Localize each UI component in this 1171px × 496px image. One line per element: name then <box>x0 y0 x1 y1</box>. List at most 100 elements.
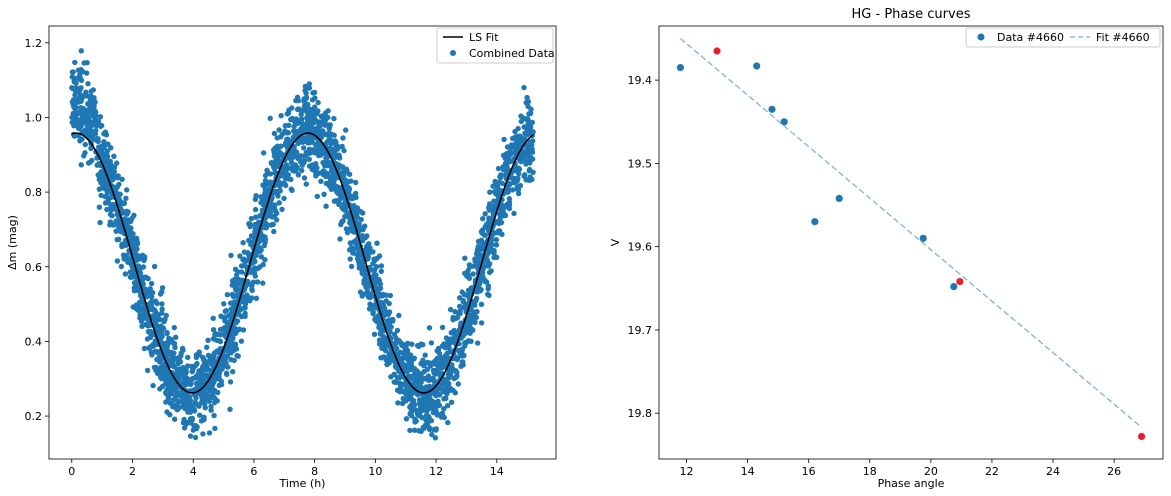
data-point <box>253 193 259 199</box>
data-point <box>110 222 117 228</box>
right-legend: Data #4660 Fit #4660 <box>965 27 1161 48</box>
data-point <box>159 369 165 375</box>
data-point <box>252 273 258 279</box>
data-point <box>362 291 368 297</box>
data-point <box>93 137 100 143</box>
data-point <box>78 48 85 54</box>
data-point <box>84 70 90 76</box>
data-point <box>527 174 533 180</box>
data-point <box>434 348 440 354</box>
legend-combined-data-label: Combined Data <box>469 47 555 60</box>
data-point <box>377 293 383 299</box>
data-point <box>261 195 268 201</box>
data-point <box>459 359 465 365</box>
data-point <box>148 349 154 355</box>
data-point <box>114 237 120 243</box>
data-point <box>327 122 333 128</box>
data-point <box>166 390 172 396</box>
data-point <box>493 237 500 243</box>
data-point <box>271 130 278 137</box>
data-point <box>167 381 174 387</box>
data-point <box>469 327 475 333</box>
data-point <box>368 291 374 298</box>
data-point <box>242 310 248 316</box>
data-point <box>330 168 337 174</box>
data-point <box>264 190 270 196</box>
data-point <box>194 424 200 430</box>
data-point <box>217 326 224 333</box>
data-point <box>252 265 258 271</box>
data-point <box>85 101 91 107</box>
data-point <box>386 300 392 307</box>
data-point <box>399 400 406 407</box>
data-point <box>188 420 194 426</box>
data-point <box>193 395 199 401</box>
data-point <box>495 230 501 236</box>
data-point <box>919 234 927 242</box>
data-point <box>89 137 95 143</box>
data-point <box>329 131 335 138</box>
data-point <box>187 408 193 414</box>
data-point <box>159 310 165 316</box>
data-point <box>408 359 414 366</box>
data-point <box>302 97 308 103</box>
data-point <box>343 127 349 133</box>
data-point <box>282 175 289 181</box>
right-plot-frame <box>658 25 1164 460</box>
data-point <box>196 370 203 377</box>
data-point <box>198 392 204 398</box>
data-point <box>291 123 297 130</box>
data-point <box>356 221 362 227</box>
data-point <box>441 341 447 347</box>
data-point <box>185 402 192 408</box>
data-point <box>364 233 370 239</box>
fit-4660-line <box>679 37 1143 428</box>
data-point <box>312 116 318 123</box>
data-point <box>176 390 182 397</box>
data-point <box>480 246 486 252</box>
data-point <box>78 120 85 126</box>
data-point <box>500 164 506 170</box>
data-point <box>498 174 504 181</box>
data-point <box>267 115 273 122</box>
data-point <box>288 186 294 192</box>
left-x-axis-label: Time (h) <box>279 477 326 490</box>
data-point <box>148 344 154 350</box>
data-point <box>227 379 234 385</box>
x-tick-label: 26 <box>1107 465 1121 478</box>
data-point <box>96 204 103 210</box>
data-point <box>402 345 408 351</box>
data-point <box>163 312 169 319</box>
data-point <box>394 327 401 334</box>
data-point <box>413 407 419 413</box>
data-point <box>328 184 334 190</box>
light-curve-chart: 0 2 4 6 8 10 12 14 0.20.40.60.81.01.2 Time (h) … <box>6 25 557 490</box>
data-point <box>107 211 114 217</box>
data-point <box>438 414 445 420</box>
data-point <box>363 244 370 251</box>
data-point <box>74 121 80 127</box>
data-point <box>70 69 76 75</box>
data-point <box>499 213 505 219</box>
data-point <box>422 352 428 358</box>
data-point <box>347 247 353 253</box>
data-point <box>441 406 447 412</box>
data-point <box>496 218 503 224</box>
data-point <box>313 173 319 179</box>
data-point <box>111 202 117 208</box>
data-point <box>222 325 228 331</box>
data-point <box>332 146 338 152</box>
data-point <box>483 222 489 228</box>
data-point <box>528 106 534 112</box>
data-point <box>374 240 380 246</box>
data-point <box>203 367 209 373</box>
y-tick-label: 19.4 <box>628 74 653 87</box>
y-tick-label: 19.6 <box>628 241 653 254</box>
data-point <box>515 125 521 132</box>
data-point <box>193 401 200 407</box>
data-point <box>466 262 473 268</box>
x-tick-label: 14 <box>490 465 504 478</box>
data-point <box>140 264 147 270</box>
data-point <box>493 242 499 248</box>
data-point <box>188 380 194 387</box>
